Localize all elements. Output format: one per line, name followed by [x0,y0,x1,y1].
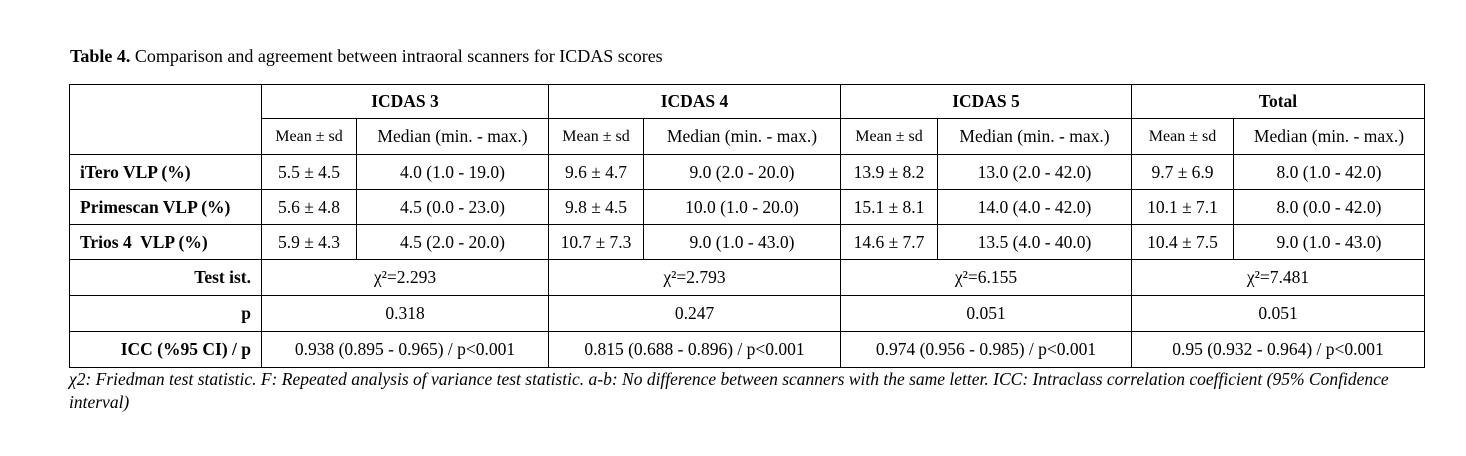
icc-icdas3: 0.938 (0.895 - 0.965) / p<0.001 [261,331,549,368]
cell-trios-icdas5-median: 13.5 (4.0 - 40.0) [937,224,1132,260]
icc-icdas5: 0.974 (0.956 - 0.985) / p<0.001 [840,331,1132,368]
table-row-trios: Trios 4 VLP (%) 5.9 ± 4.3 4.5 (2.0 - 20.… [69,224,1426,260]
cell-itero-icdas4-median: 9.0 (2.0 - 20.0) [643,154,841,190]
group-header-icdas5: ICDAS 5 [840,84,1132,119]
table-row-p-value: p 0.318 0.247 0.051 0.051 [69,295,1426,332]
cell-itero-icdas5-median: 13.0 (2.0 - 42.0) [937,154,1132,190]
table-row-primescan: Primescan VLP (%) 5.6 ± 4.8 4.5 (0.0 - 2… [69,189,1426,225]
row-label-trios: Trios 4 VLP (%) [69,224,262,260]
test-statistic-total: χ²=7.481 [1130,259,1426,296]
test-statistic-icdas3: χ²=2.293 [261,259,549,296]
test-statistic-icdas5: χ²=6.155 [840,259,1132,296]
cell-itero-icdas4-mean: 9.6 ± 4.7 [548,154,644,190]
table-row-itero: iTero VLP (%) 5.5 ± 4.5 4.0 (1.0 - 19.0)… [69,154,1426,190]
subheader-mean-sd: Mean ± sd [1131,118,1234,155]
cell-trios-total-median: 9.0 (1.0 - 43.0) [1232,224,1426,260]
table-caption-label: Table 4. [70,46,131,66]
table-row-icc: ICC (%95 CI) / p 0.938 (0.895 - 0.965) /… [69,331,1426,368]
icdas-comparison-table: ICDAS 3 ICDAS 4 ICDAS 5 Total Mean ± sd … [69,84,1426,368]
p-value-icdas3: 0.318 [261,295,549,332]
subheader-row: Mean ± sd Median (min. - max.) Mean ± sd… [70,118,1426,155]
group-header-total: Total [1130,84,1426,119]
cell-primescan-icdas4-median: 10.0 (1.0 - 20.0) [643,189,841,225]
cell-primescan-icdas5-median: 14.0 (4.0 - 42.0) [937,189,1132,225]
subheader-median: Median (min. - max.) [356,118,549,155]
corner-cell [69,84,262,155]
p-value-icdas5: 0.051 [840,295,1132,332]
cell-trios-icdas3-median: 4.5 (2.0 - 20.0) [356,224,549,260]
p-value-total: 0.051 [1130,295,1426,332]
subheader-mean-sd: Mean ± sd [840,118,938,155]
row-label-p: p [69,295,262,332]
cell-primescan-icdas5-mean: 15.1 ± 8.1 [840,189,938,225]
cell-primescan-icdas3-median: 4.5 (0.0 - 23.0) [356,189,549,225]
table-caption: Table 4. Comparison and agreement betwee… [70,45,663,67]
subheader-median: Median (min. - max.) [1232,118,1426,155]
cell-trios-icdas5-mean: 14.6 ± 7.7 [840,224,938,260]
table-caption-text: Comparison and agreement between intraor… [130,46,663,66]
row-label-primescan: Primescan VLP (%) [69,189,262,225]
table-row-test-statistic: Test ist. χ²=2.293 χ²=2.793 χ²=6.155 χ²=… [69,259,1426,296]
row-label-icc: ICC (%95 CI) / p [69,331,262,368]
cell-trios-icdas3-mean: 5.9 ± 4.3 [261,224,357,260]
cell-itero-total-mean: 9.7 ± 6.9 [1131,154,1234,190]
group-header-row: ICDAS 3 ICDAS 4 ICDAS 5 Total [69,84,1426,155]
cell-primescan-total-median: 8.0 (0.0 - 42.0) [1232,189,1426,225]
cell-itero-icdas3-mean: 5.5 ± 4.5 [261,154,357,190]
cell-itero-total-median: 8.0 (1.0 - 42.0) [1232,154,1426,190]
cell-itero-icdas5-mean: 13.9 ± 8.2 [840,154,938,190]
cell-trios-total-mean: 10.4 ± 7.5 [1131,224,1234,260]
cell-trios-icdas4-mean: 10.7 ± 7.3 [548,224,644,260]
cell-itero-icdas3-median: 4.0 (1.0 - 19.0) [356,154,549,190]
cell-primescan-icdas3-mean: 5.6 ± 4.8 [261,189,357,225]
icc-icdas4: 0.815 (0.688 - 0.896) / p<0.001 [548,331,841,368]
cell-trios-icdas4-median: 9.0 (1.0 - 43.0) [643,224,841,260]
row-label-test: Test ist. [69,259,262,296]
subheader-mean-sd: Mean ± sd [261,118,357,155]
p-value-icdas4: 0.247 [548,295,841,332]
test-statistic-icdas4: χ²=2.793 [548,259,841,296]
group-header-icdas4: ICDAS 4 [548,84,841,119]
cell-primescan-total-mean: 10.1 ± 7.1 [1131,189,1234,225]
cell-primescan-icdas4-mean: 9.8 ± 4.5 [548,189,644,225]
subheader-mean-sd: Mean ± sd [548,118,644,155]
table-footnote: χ2: Friedman test statistic. F: Repeated… [69,369,1389,412]
subheader-median: Median (min. - max.) [643,118,841,155]
row-label-itero: iTero VLP (%) [69,154,262,190]
group-header-icdas3: ICDAS 3 [261,84,549,119]
subheader-median: Median (min. - max.) [937,118,1132,155]
icc-total: 0.95 (0.932 - 0.964) / p<0.001 [1130,331,1426,368]
